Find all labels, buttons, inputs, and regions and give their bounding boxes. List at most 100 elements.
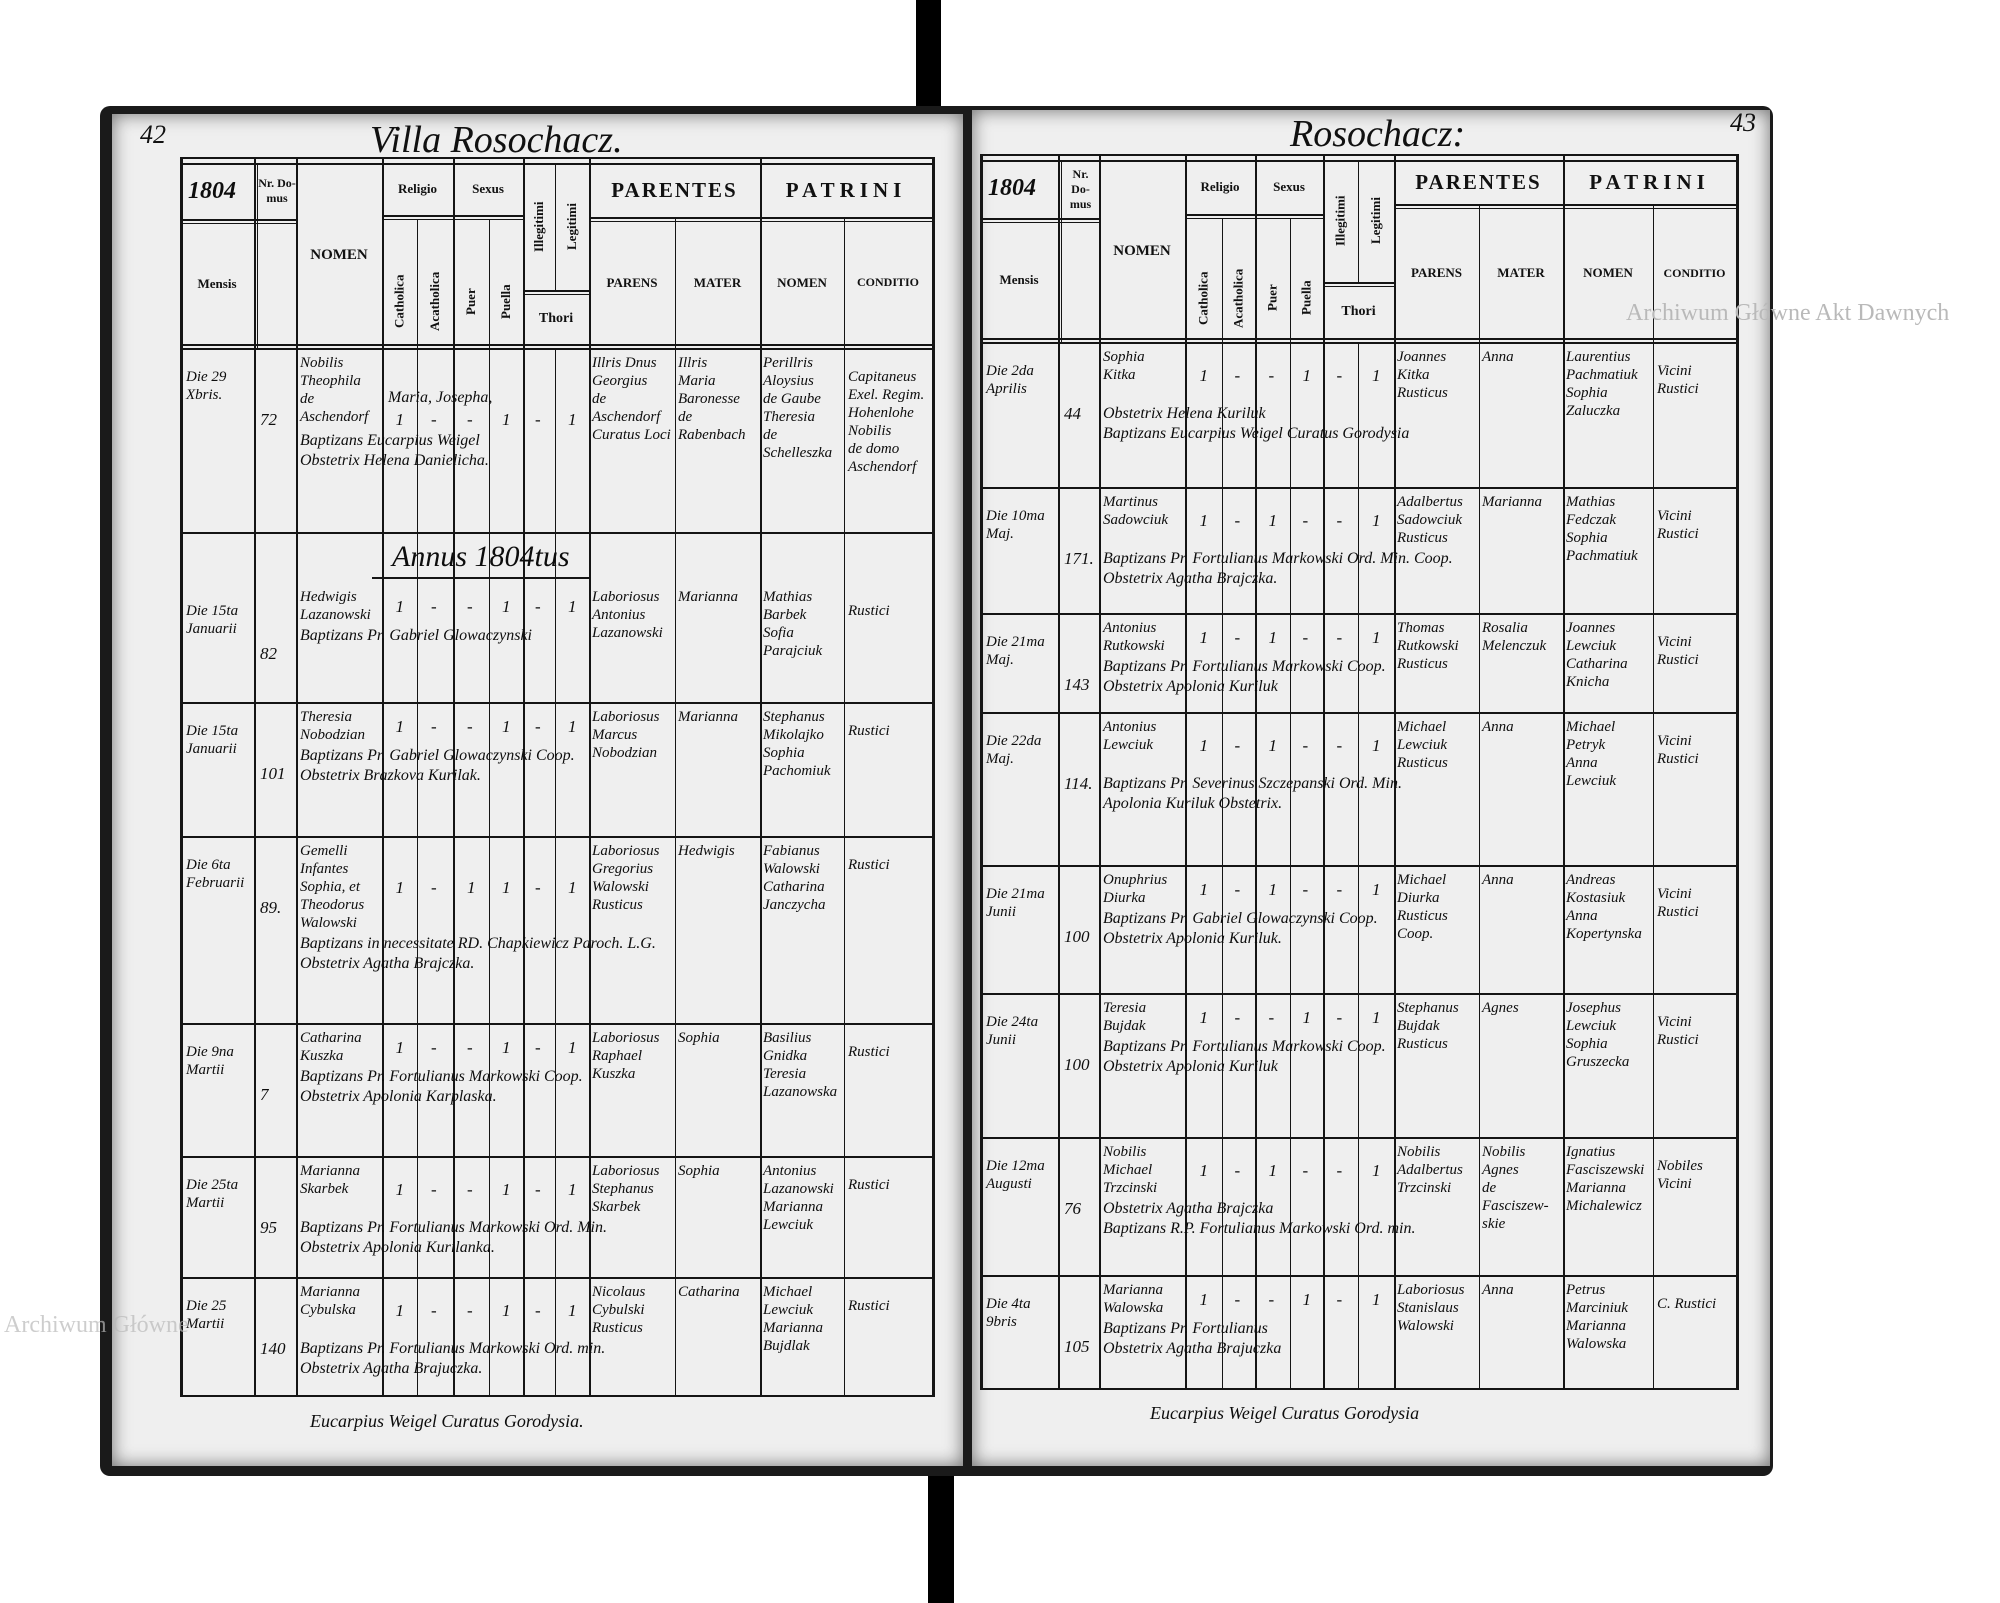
entry-condition: Rustici [848,1298,890,1314]
column-rule [453,157,455,1397]
entry-child-name: Walowska [1103,1300,1164,1316]
annus-heading: Annus 1804tus [392,540,570,573]
entry-mark: 1 [395,878,405,897]
entry-godparents: Marciniuk [1566,1300,1628,1316]
page-number: 43 [1730,108,1756,137]
entry-mark: - [1234,1290,1241,1309]
entry-godparents: Laurentius [1566,349,1631,365]
entry-condition: Rustici [1657,381,1699,397]
column-rule [1653,204,1654,1388]
entry-mark: 1 [395,1301,405,1320]
acatholica-header: Acatholica [1230,268,1246,328]
entry-house-number: 140 [260,1339,286,1358]
row-divider [180,702,932,704]
page-number: 42 [140,120,166,149]
entry-father: Stanislaus [1397,1300,1459,1316]
year-label: 1804 [188,178,236,204]
patrini-nomen-header: NOMEN [1583,265,1633,280]
entry-mark: 1 [502,878,511,897]
nomen-header: NOMEN [1113,242,1171,259]
entry-note: Obstetrix Helena Danielicha. [300,452,489,469]
entry-godparents: Lazanowski [763,1181,834,1197]
entry-extra-names: Maria, Josepha, [388,389,493,406]
entry-condition: Vicini [1657,363,1692,379]
entry-date: Die 25 [186,1298,227,1314]
entry-mark: 1 [568,878,577,897]
catholica-header: Catholica [391,274,407,329]
entry-mark: - [1336,511,1343,530]
entry-father: Coop. [1397,926,1434,942]
entry-mark: - [1268,1290,1275,1309]
header-sub-rule [980,222,1099,223]
entry-date: Die 21ma [986,634,1045,650]
entry-house-number: 143 [1064,675,1090,694]
entry-child-name: Sadowciuk [1103,512,1168,528]
entry-date: Martii [186,1062,225,1078]
entry-mark: - [1234,1161,1241,1180]
entry-date: Junii [986,904,1016,920]
entry-godparents: Pachmatiuk [1566,367,1638,383]
conditio-header: CONDITIO [856,275,919,289]
entry-child-name: Lazanowski [300,607,371,623]
header-sub-rule [382,215,523,217]
entry-godparents: Schelleszka [763,445,833,461]
entry-condition: de domo [848,441,900,457]
entry-father: Raphael [592,1048,642,1064]
entry-father: Stephanus [592,1181,654,1197]
entry-mark: - [535,717,541,736]
header-bottom-rule [980,338,1736,340]
entry-mark: 1 [1372,880,1381,899]
page-title: Villa Rosochacz. [370,119,623,161]
entry-mark: - [431,1180,437,1199]
entry-mark: - [1302,880,1309,899]
column-rule [1290,218,1291,1388]
column-rule [180,157,183,1397]
entry-house-number: 105 [1064,1337,1090,1356]
entry-note: Baptizans R.P. Fortulianus Markowski Ord… [1103,1220,1416,1237]
row-divider [180,532,932,534]
year-label: 1804 [988,175,1036,201]
entry-date: Die 12ma [986,1158,1045,1174]
mater-header: MATER [1497,265,1545,280]
entry-mark: 1 [1372,511,1381,530]
entry-mark: - [1268,366,1275,385]
entry-father: Rutkowski [1397,638,1459,654]
entry-mother: Anna [1482,719,1514,735]
entry-mother: Rosalia [1482,620,1528,636]
entry-note: Obstetrix Agatha Brajczka. [300,955,475,972]
entry-mother: Fasciszew- [1482,1198,1549,1214]
entry-mark: - [1268,1008,1275,1027]
entry-child-name: de [300,391,315,407]
sexus-header: Sexus [1273,179,1305,194]
entry-date: Die 10ma [986,508,1045,524]
row-divider [180,1395,932,1397]
entry-godparents: Teresia [763,1066,807,1082]
right-page [972,110,1770,1466]
entry-child-name: Antonius [1103,719,1157,735]
entry-date: Die 4ta [986,1296,1031,1312]
entry-father: Rusticus [1397,755,1448,771]
entry-mark: 1 [1199,366,1209,385]
entry-mark: 1 [568,410,577,429]
religio-header: Religio [1200,179,1240,194]
entry-house-number: 72 [260,410,277,429]
entry-godparents: Mathias [763,589,813,605]
column-rule [555,163,556,290]
entry-father: Nicolaus [592,1284,646,1300]
column-rule [417,219,418,1395]
column-rule [1358,160,1359,282]
entry-mark: 1 [1302,366,1312,385]
entry-mark: 1 [1372,1008,1381,1027]
entry-child-name: Marianna [300,1163,360,1179]
entry-date: Martii [186,1316,225,1332]
entry-father: Marcus [592,727,638,743]
entry-godparents: Parajciuk [763,643,823,659]
column-rule [980,154,983,1390]
entry-child-name: Aschendorf [300,409,369,425]
entry-date: Die 15ta [186,603,239,619]
entry-godparents: Anna [1566,755,1598,771]
archive-watermark-partial: Archiwum Główne [4,1312,189,1338]
entry-mark: - [1234,628,1241,647]
thori-header: Thori [1341,304,1376,319]
parens-header: PARENS [606,274,658,290]
